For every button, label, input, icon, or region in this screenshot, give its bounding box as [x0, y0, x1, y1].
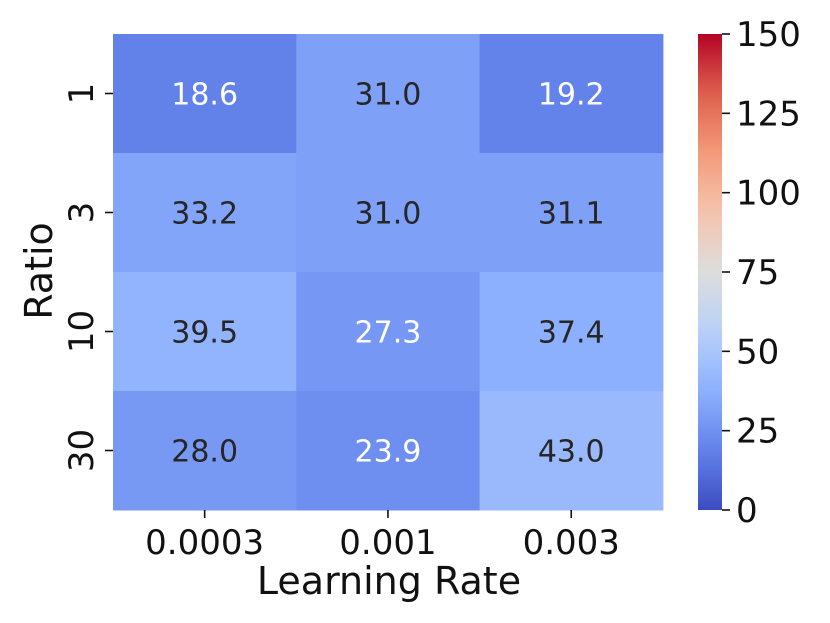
heatmap-cell-r2-c0	[113, 272, 297, 392]
colorbar-ticks: 0 25 50 75 100 125 150	[722, 15, 801, 531]
cell-value-label: 28.0	[171, 435, 238, 470]
heatmap-cell-r0-c1	[296, 34, 481, 154]
heatmap-cell-r3-c1	[296, 391, 481, 511]
heatmap-cell-r3-c0	[113, 391, 297, 511]
x-axis-ticks: 0.0003 0.001 0.003	[145, 510, 620, 563]
cell-value-label: 43.0	[538, 435, 605, 470]
cell-value-label: 23.9	[355, 435, 422, 470]
colorbar-tick-label: 25	[736, 412, 779, 452]
colorbar-tick-label: 0	[736, 491, 758, 531]
x-tick-label: 0.0003	[145, 523, 264, 563]
heatmap-cell-r0-c2	[479, 34, 664, 154]
heatmap-cell-r0-c0	[113, 34, 297, 154]
cell-value-label: 27.3	[355, 316, 422, 351]
colorbar-tick-label: 150	[736, 15, 801, 55]
cell-value-label: 39.5	[171, 316, 238, 351]
x-axis-title: Learning Rate	[257, 559, 521, 603]
heatmap-cell-r2-c2	[479, 272, 664, 392]
y-tick-label: 10	[62, 310, 102, 353]
cell-value-label: 18.6	[171, 78, 238, 113]
colorbar-tick-label: 100	[736, 174, 801, 214]
y-tick-label: 3	[62, 202, 102, 224]
y-axis-title: Ratio	[17, 222, 61, 320]
cell-value-label: 31.0	[355, 78, 422, 113]
x-tick-label: 0.001	[339, 523, 436, 563]
cell-value-label: 37.4	[538, 316, 605, 351]
heatmap-cell-r1-c2	[479, 153, 664, 273]
colorbar-tick-label: 75	[736, 253, 779, 293]
heatmap-cell-r2-c1	[296, 272, 481, 392]
heatmap-cell-r3-c2	[479, 391, 664, 511]
cell-value-label: 33.2	[171, 197, 238, 232]
cell-value-label: 31.1	[538, 197, 605, 232]
y-tick-label: 1	[62, 83, 102, 105]
heatmap-cell-r1-c0	[113, 153, 297, 273]
colorbar-tick-label: 125	[736, 94, 801, 134]
y-axis-ticks: 1 3 10 30	[62, 83, 113, 472]
colorbar	[698, 34, 722, 510]
heatmap-cells: 18.6 31.0 19.2 33.2 31.0 31.1 39.5 27.3 37.4 28.0…	[113, 34, 664, 511]
y-tick-label: 30	[62, 429, 102, 472]
cell-value-label: 19.2	[538, 78, 605, 113]
x-tick-label: 0.003	[523, 523, 620, 563]
colorbar-tick-label: 50	[736, 332, 779, 372]
cell-value-label: 31.0	[355, 197, 422, 232]
heatmap-cell-r1-c1	[296, 153, 481, 273]
